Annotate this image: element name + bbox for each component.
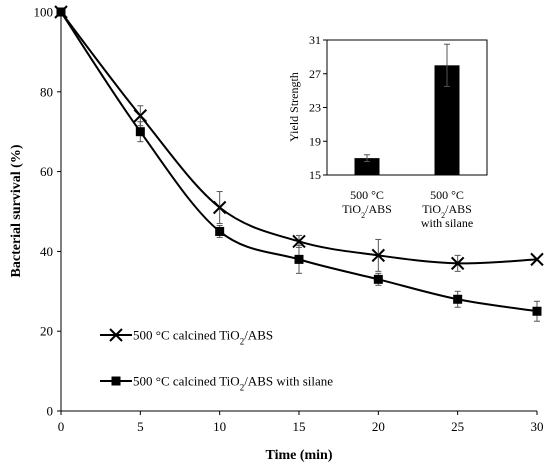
main-series xyxy=(54,5,544,322)
data-point xyxy=(373,274,383,284)
data-point xyxy=(212,200,227,215)
y-tick-label: 0 xyxy=(47,404,54,419)
svg-text:500 °C: 500 °C xyxy=(430,188,464,202)
y-tick-label: 40 xyxy=(40,244,53,259)
data-point xyxy=(56,7,66,17)
inset-y-tick-label: 27 xyxy=(309,67,321,81)
x-tick-label: 0 xyxy=(58,419,65,434)
inset-y-tick-label: 19 xyxy=(309,134,321,148)
main-ticks: 0 5 10 15 20 25 30 0 20 40 60 80 100 xyxy=(34,5,544,435)
data-point xyxy=(294,254,304,264)
data-point xyxy=(453,294,463,304)
inset-error-bar xyxy=(444,43,450,87)
legend-label: 500 °C calcined TiO2/ABS xyxy=(133,328,273,347)
inset-ticks: 15 19 23 27 31 xyxy=(309,33,327,182)
legend-item: 500 °C calcined TiO2/ABS xyxy=(100,328,273,347)
data-point xyxy=(371,248,386,263)
x-tick-label: 30 xyxy=(531,419,544,434)
inset-y-tick-label: 15 xyxy=(309,168,321,182)
inset-error-bar xyxy=(364,154,370,162)
series-with-silane xyxy=(56,7,542,322)
inset-bar xyxy=(354,158,380,175)
series-line xyxy=(60,11,538,265)
legend-marker xyxy=(109,328,123,342)
data-point xyxy=(133,109,148,123)
inset-axes xyxy=(326,39,488,176)
inset-bars xyxy=(354,43,460,175)
svg-text:500 °C: 500 °C xyxy=(350,188,384,202)
inset-y-axis-label: Yield Strength xyxy=(287,72,301,142)
legend-item: 500 °C calcined TiO2/ABS with silane xyxy=(100,374,333,393)
y-tick-label: 100 xyxy=(34,5,54,20)
inset-y-tick-label: 31 xyxy=(309,33,321,47)
y-tick-label: 20 xyxy=(40,324,53,339)
main-plot: 0 5 10 15 20 25 30 0 20 40 60 80 100 Time (min) Bact… xyxy=(9,5,544,463)
x-tick-label: 5 xyxy=(137,419,144,434)
data-point xyxy=(530,252,544,267)
x-axis-label: Time (min) xyxy=(265,448,332,463)
data-point xyxy=(135,127,145,137)
data-point xyxy=(215,226,225,236)
legend-label: 500 °C calcined TiO2/ABS with silane xyxy=(133,374,333,393)
x-tick-label: 10 xyxy=(213,419,226,434)
data-point xyxy=(292,234,306,249)
x-tick-label: 15 xyxy=(293,419,306,434)
y-tick-label: 60 xyxy=(40,164,53,179)
data-point xyxy=(532,306,542,316)
inset-frame xyxy=(326,39,488,176)
svg-text:TiO2/ABS: TiO2/ABS xyxy=(422,202,472,220)
y-axis-label: Bacterial survival (%) xyxy=(9,144,24,277)
inset-y-tick-label: 23 xyxy=(309,101,321,115)
svg-text:TiO2/ABS: TiO2/ABS xyxy=(342,202,392,220)
legend: 500 °C calcined TiO2/ABS 500 °C calcined … xyxy=(100,328,333,393)
y-tick-label: 80 xyxy=(40,84,53,99)
legend-marker xyxy=(111,376,121,386)
svg-text:with silane: with silane xyxy=(421,216,473,230)
x-tick-label: 20 xyxy=(372,419,385,434)
x-tick-label: 25 xyxy=(451,419,464,434)
data-point xyxy=(450,256,465,271)
